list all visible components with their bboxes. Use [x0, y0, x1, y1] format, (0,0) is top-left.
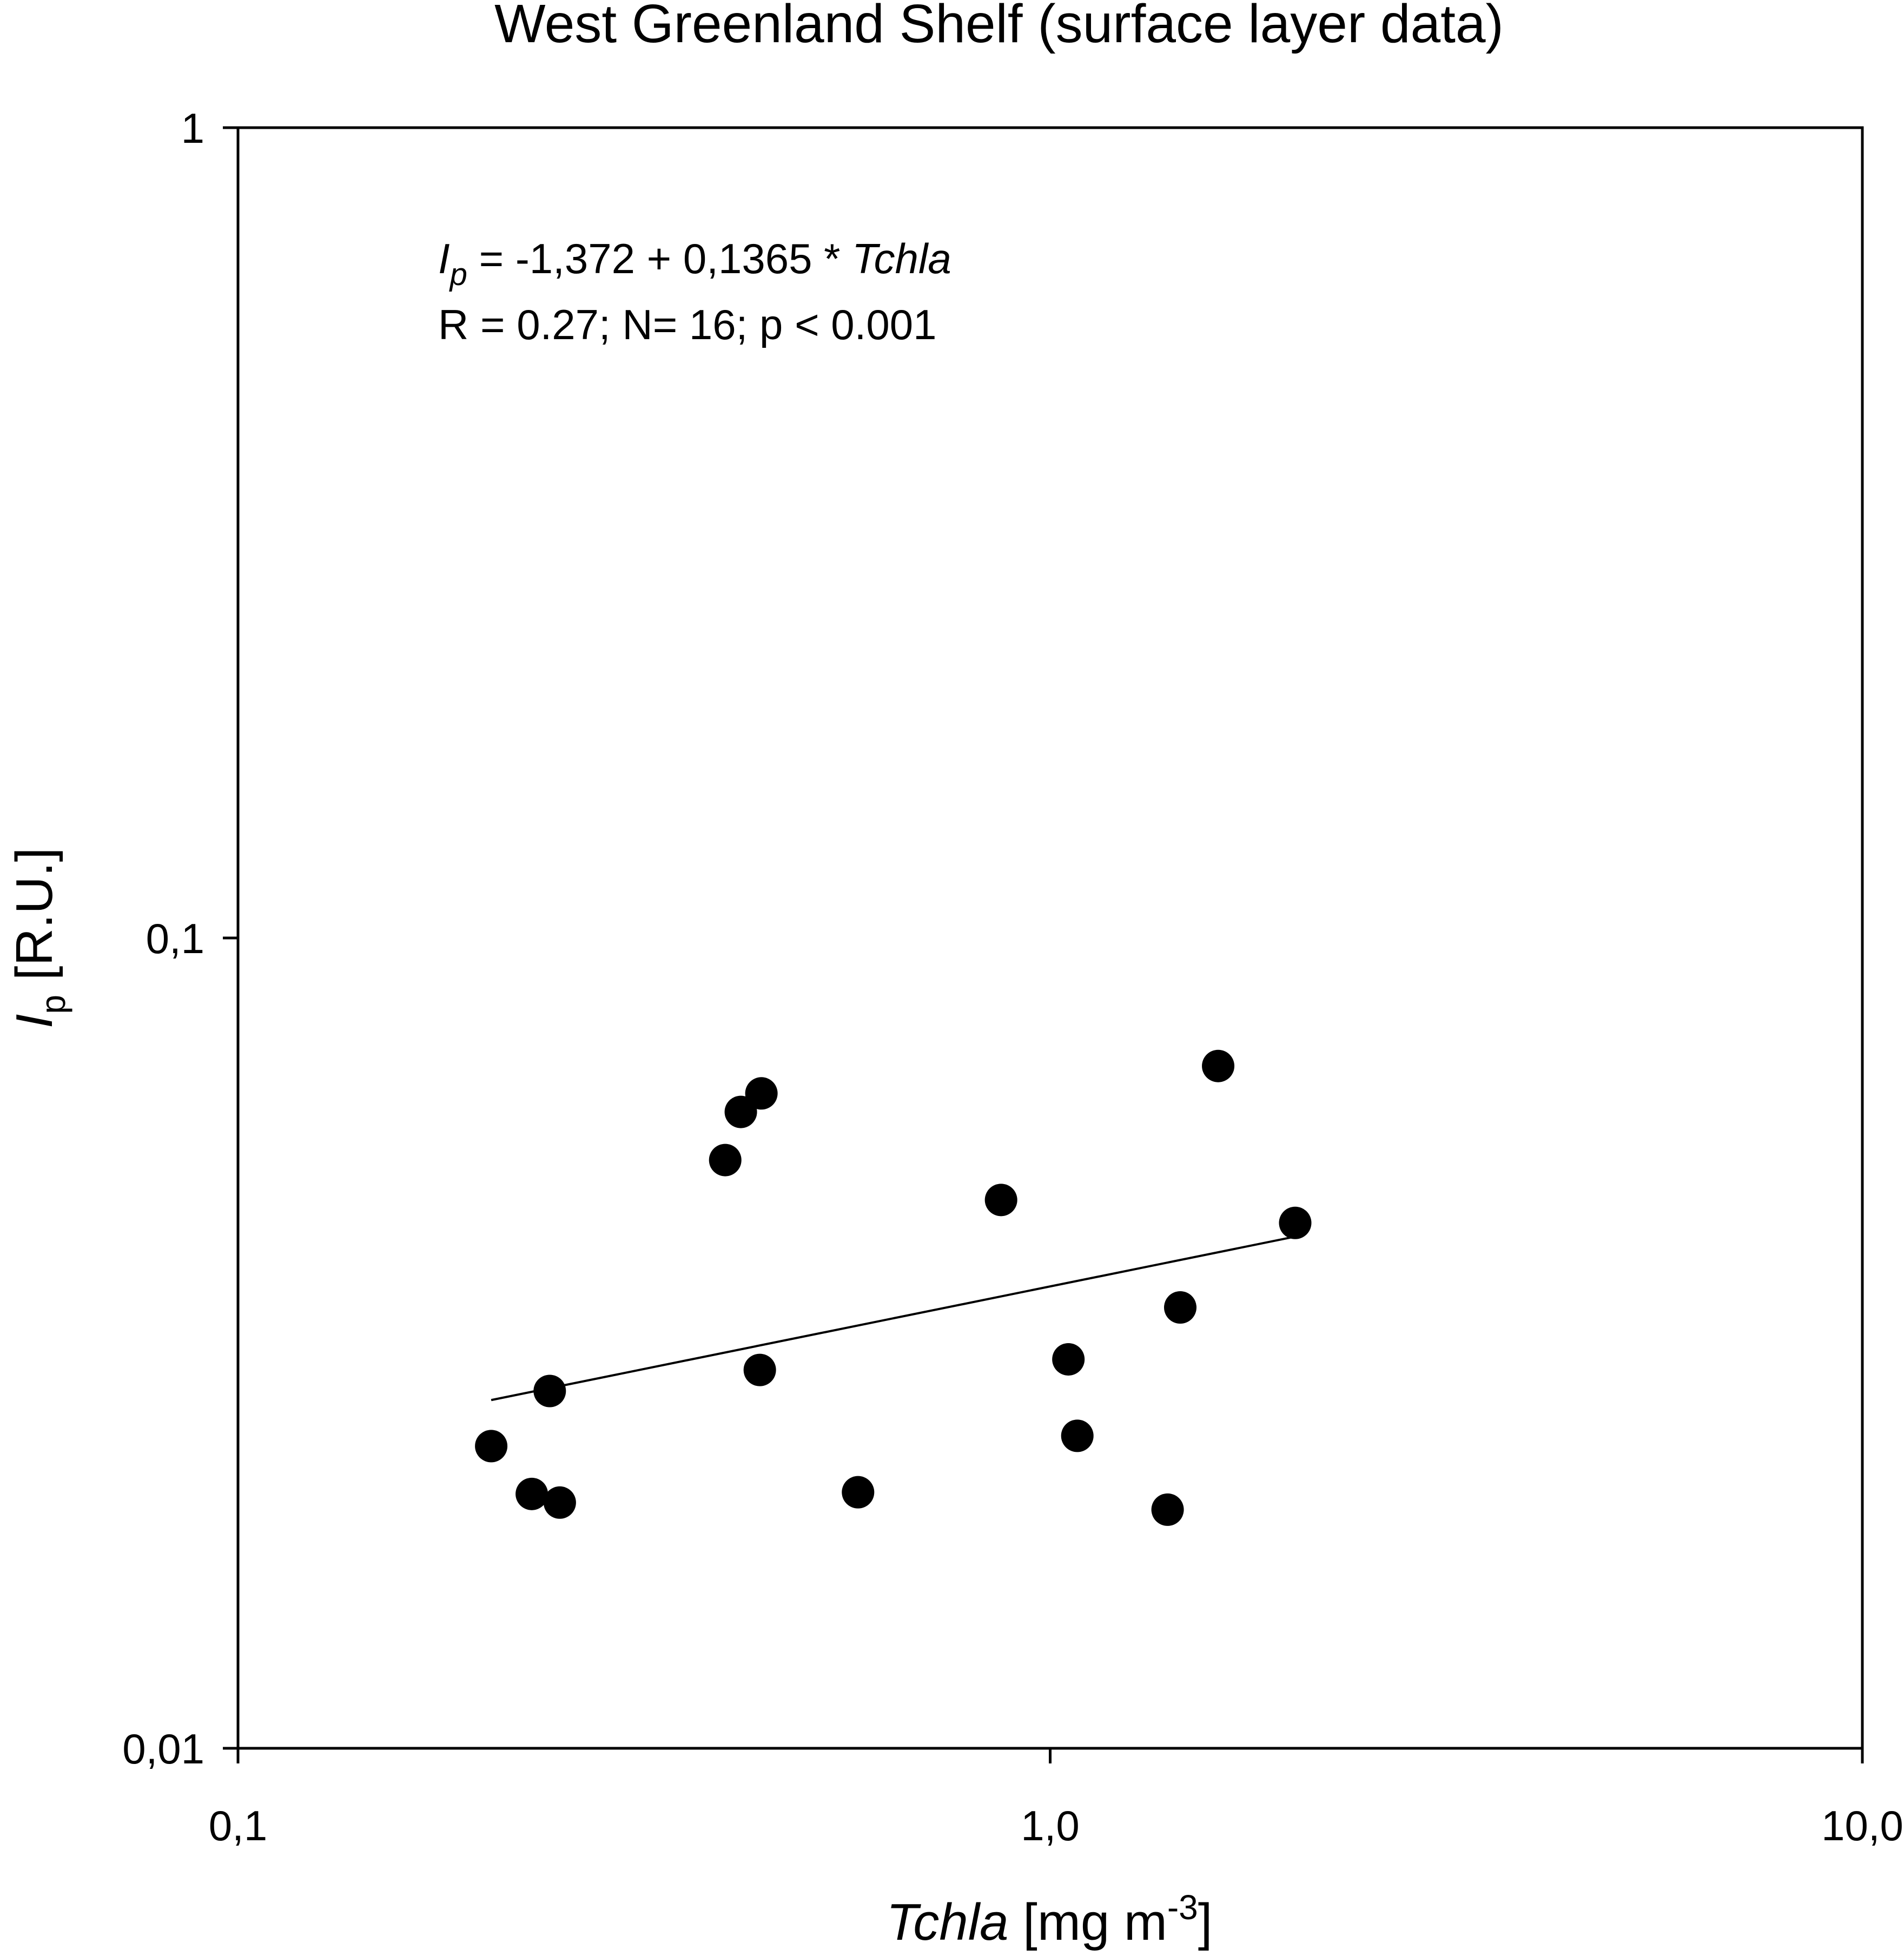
x-axis-label-variable: Tchla [887, 1893, 1009, 1951]
data-point [984, 1184, 1017, 1217]
data-point [1061, 1419, 1094, 1452]
y-axis: 0,01 0,1 1 [122, 104, 238, 1773]
equation-lhs-subscript: p [449, 257, 467, 292]
x-axis-label-closing: ] [1198, 1893, 1213, 1951]
equation-lhs: I [438, 235, 450, 282]
data-series [475, 1049, 1312, 1526]
y-axis-label-subscript: p [34, 995, 72, 1014]
x-axis: 0,1 1,0 10,0 [209, 1748, 1903, 1849]
data-point [1202, 1049, 1235, 1082]
equation-rhs: Tchla [852, 235, 951, 282]
x-axis-label-superscript: -3 [1167, 1888, 1198, 1927]
x-tick-label: 1,0 [1021, 1802, 1079, 1849]
data-point [533, 1375, 566, 1407]
data-point [1151, 1493, 1184, 1526]
data-point [842, 1476, 875, 1509]
x-axis-label-unit: [mg m [1009, 1893, 1167, 1951]
chart-title: West Greenland Shelf (surface layer data… [494, 0, 1504, 54]
y-axis-label: Ip [R.U.] [5, 848, 72, 1028]
x-tick-label: 0,1 [209, 1802, 267, 1849]
y-tick-label: 0,1 [146, 915, 204, 962]
equation-middle: = -1,372 + 0,1365 * [467, 235, 852, 282]
data-point [709, 1144, 742, 1177]
data-point [745, 1077, 778, 1110]
data-point [1163, 1291, 1196, 1324]
y-axis-label-unit: [R.U.] [5, 848, 63, 995]
plot-area-frame [236, 126, 1864, 1750]
data-point [1052, 1343, 1085, 1376]
y-axis-label-variable: I [5, 1014, 63, 1028]
regression-stats: R = 0.27; N= 16; p < 0.001 [438, 301, 937, 348]
data-point [743, 1353, 776, 1386]
data-point [475, 1430, 508, 1463]
regression-line [491, 1235, 1295, 1402]
y-tick-label: 0,01 [122, 1725, 204, 1773]
data-point [1279, 1206, 1312, 1239]
x-tick-label: 10,0 [1821, 1802, 1903, 1849]
data-point [724, 1095, 757, 1128]
regression-equation: Ip = -1,372 + 0,1365 * Tchla [438, 235, 951, 292]
data-point [515, 1477, 548, 1510]
x-axis-label: Tchla [mg m-3] [887, 1888, 1213, 1951]
data-point [543, 1486, 576, 1519]
y-tick-label: 1 [181, 104, 204, 152]
